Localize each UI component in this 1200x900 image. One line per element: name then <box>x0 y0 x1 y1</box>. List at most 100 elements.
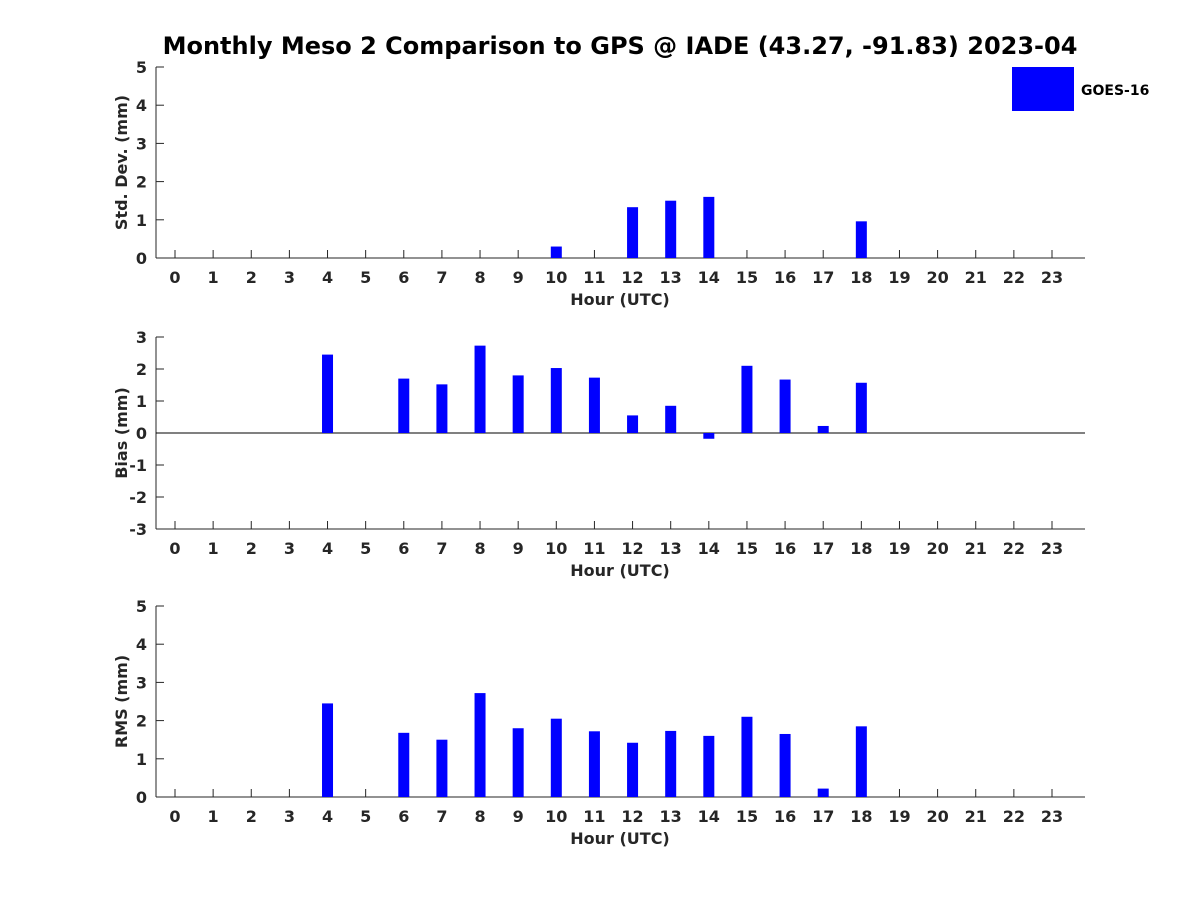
x-tick-label: 21 <box>965 807 987 826</box>
bar-hour-8 <box>474 693 486 797</box>
x-tick-label: 23 <box>1041 539 1063 558</box>
x-tick-label: 19 <box>888 268 910 287</box>
y-tick-label: 1 <box>136 750 147 769</box>
legend-swatch <box>1012 67 1074 111</box>
x-tick-label: 20 <box>926 268 948 287</box>
x-tick-label: 12 <box>621 807 643 826</box>
bar-hour-9 <box>512 728 524 797</box>
x-tick-label: 20 <box>926 807 948 826</box>
x-tick-label: 3 <box>284 268 295 287</box>
x-tick-label: 23 <box>1041 268 1063 287</box>
x-tick-label: 14 <box>698 268 720 287</box>
bar-hour-14 <box>703 433 715 439</box>
bar-hour-8 <box>474 345 486 433</box>
y-tick-label: 0 <box>136 249 147 268</box>
x-tick-label: 17 <box>812 539 834 558</box>
x-tick-label: 18 <box>850 807 872 826</box>
bar-hour-10 <box>550 718 562 797</box>
x-tick-label: 10 <box>545 268 567 287</box>
x-tick-label: 10 <box>545 807 567 826</box>
x-tick-label: 0 <box>169 539 180 558</box>
x-tick-label: 15 <box>736 268 758 287</box>
bar-hour-14 <box>703 196 715 258</box>
bar-hour-7 <box>436 739 448 797</box>
x-tick-label: 6 <box>398 268 409 287</box>
x-tick-label: 4 <box>322 807 333 826</box>
x-tick-label: 21 <box>965 268 987 287</box>
x-tick-label: 3 <box>284 539 295 558</box>
x-tick-label: 7 <box>436 268 447 287</box>
y-tick-label: -3 <box>129 520 147 539</box>
x-tick-label: 2 <box>246 807 257 826</box>
bar-hour-15 <box>741 365 753 433</box>
x-tick-label: 4 <box>322 539 333 558</box>
x-tick-label: 17 <box>812 807 834 826</box>
y-axis-label: Bias (mm) <box>112 387 131 479</box>
x-tick-label: 4 <box>322 268 333 287</box>
x-tick-label: 19 <box>888 807 910 826</box>
x-tick-label: 0 <box>169 807 180 826</box>
bar-hour-10 <box>550 368 562 433</box>
bar-hour-10 <box>550 246 562 258</box>
x-tick-label: 13 <box>660 268 682 287</box>
y-tick-label: 4 <box>136 96 147 115</box>
y-axis-label: Std. Dev. (mm) <box>112 95 131 230</box>
bar-hour-16 <box>779 733 791 797</box>
x-tick-label: 14 <box>698 807 720 826</box>
legend: GOES-16 <box>1012 67 1149 111</box>
x-tick-label: 11 <box>583 539 605 558</box>
y-axis-label: RMS (mm) <box>112 655 131 748</box>
x-tick-label: 11 <box>583 807 605 826</box>
y-tick-label: 3 <box>136 673 147 692</box>
bar-hour-4 <box>322 703 334 797</box>
x-tick-label: 5 <box>360 268 371 287</box>
x-tick-label: 5 <box>360 539 371 558</box>
bar-hour-13 <box>665 405 677 433</box>
x-tick-label: 7 <box>436 807 447 826</box>
bar-hour-12 <box>627 207 639 258</box>
x-tick-label: 7 <box>436 539 447 558</box>
y-tick-label: 0 <box>136 788 147 807</box>
x-tick-label: 18 <box>850 268 872 287</box>
x-tick-label: 8 <box>474 807 485 826</box>
x-tick-label: 1 <box>208 268 219 287</box>
bar-hour-11 <box>588 377 600 433</box>
x-tick-label: 16 <box>774 539 796 558</box>
x-tick-label: 21 <box>965 539 987 558</box>
bar-hour-14 <box>703 735 715 797</box>
y-tick-label: 1 <box>136 211 147 230</box>
y-tick-label: 0 <box>136 424 147 443</box>
bar-hour-11 <box>588 731 600 797</box>
x-tick-label: 15 <box>736 539 758 558</box>
x-tick-label: 8 <box>474 268 485 287</box>
x-tick-label: 16 <box>774 807 796 826</box>
y-tick-label: -1 <box>129 456 147 475</box>
x-tick-label: 1 <box>208 539 219 558</box>
x-tick-label: 9 <box>513 807 524 826</box>
x-tick-label: 12 <box>621 268 643 287</box>
x-tick-label: 1 <box>208 807 219 826</box>
bar-hour-18 <box>855 382 867 433</box>
x-tick-label: 12 <box>621 539 643 558</box>
x-axis-label: Hour (UTC) <box>570 290 670 309</box>
x-axis-label: Hour (UTC) <box>570 561 670 580</box>
x-tick-label: 16 <box>774 268 796 287</box>
x-tick-label: 8 <box>474 539 485 558</box>
bar-hour-12 <box>627 742 639 797</box>
bar-hour-9 <box>512 375 524 433</box>
y-tick-label: 2 <box>136 360 147 379</box>
x-tick-label: 15 <box>736 807 758 826</box>
x-tick-label: 22 <box>1003 807 1025 826</box>
bar-hour-13 <box>665 200 677 258</box>
x-tick-label: 5 <box>360 807 371 826</box>
x-tick-label: 2 <box>246 268 257 287</box>
bar-hour-6 <box>398 378 410 433</box>
x-tick-label: 0 <box>169 268 180 287</box>
y-tick-label: 3 <box>136 134 147 153</box>
y-tick-label: 5 <box>136 58 147 77</box>
x-tick-label: 6 <box>398 807 409 826</box>
